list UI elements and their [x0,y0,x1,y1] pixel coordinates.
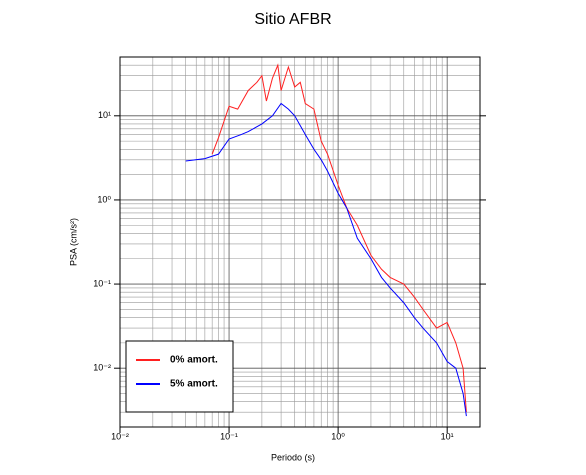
y-tick-label: 10⁻² [93,363,111,373]
x-tick-label: 10¹ [441,431,454,441]
x-tick-label: 10⁰ [331,431,345,441]
y-tick-label: 10¹ [98,110,111,120]
x-tick-label: 10⁻¹ [220,431,238,441]
y-axis-label: PSA (cm/s²) [68,218,78,266]
legend-box [125,340,234,413]
series-line [185,102,467,417]
x-axis-label: Periodo (s) [271,452,315,462]
y-tick-label: 10⁰ [97,194,111,204]
y-tick-label: 10⁻¹ [93,278,111,288]
legend-label: 5% amort. [170,379,218,390]
legend-label: 0% amort. [170,355,218,366]
x-tick-label: 10⁻² [111,431,129,441]
series-line [211,63,467,413]
chart-title: Sitio AFBR [254,11,331,28]
plot-frame [119,56,481,428]
